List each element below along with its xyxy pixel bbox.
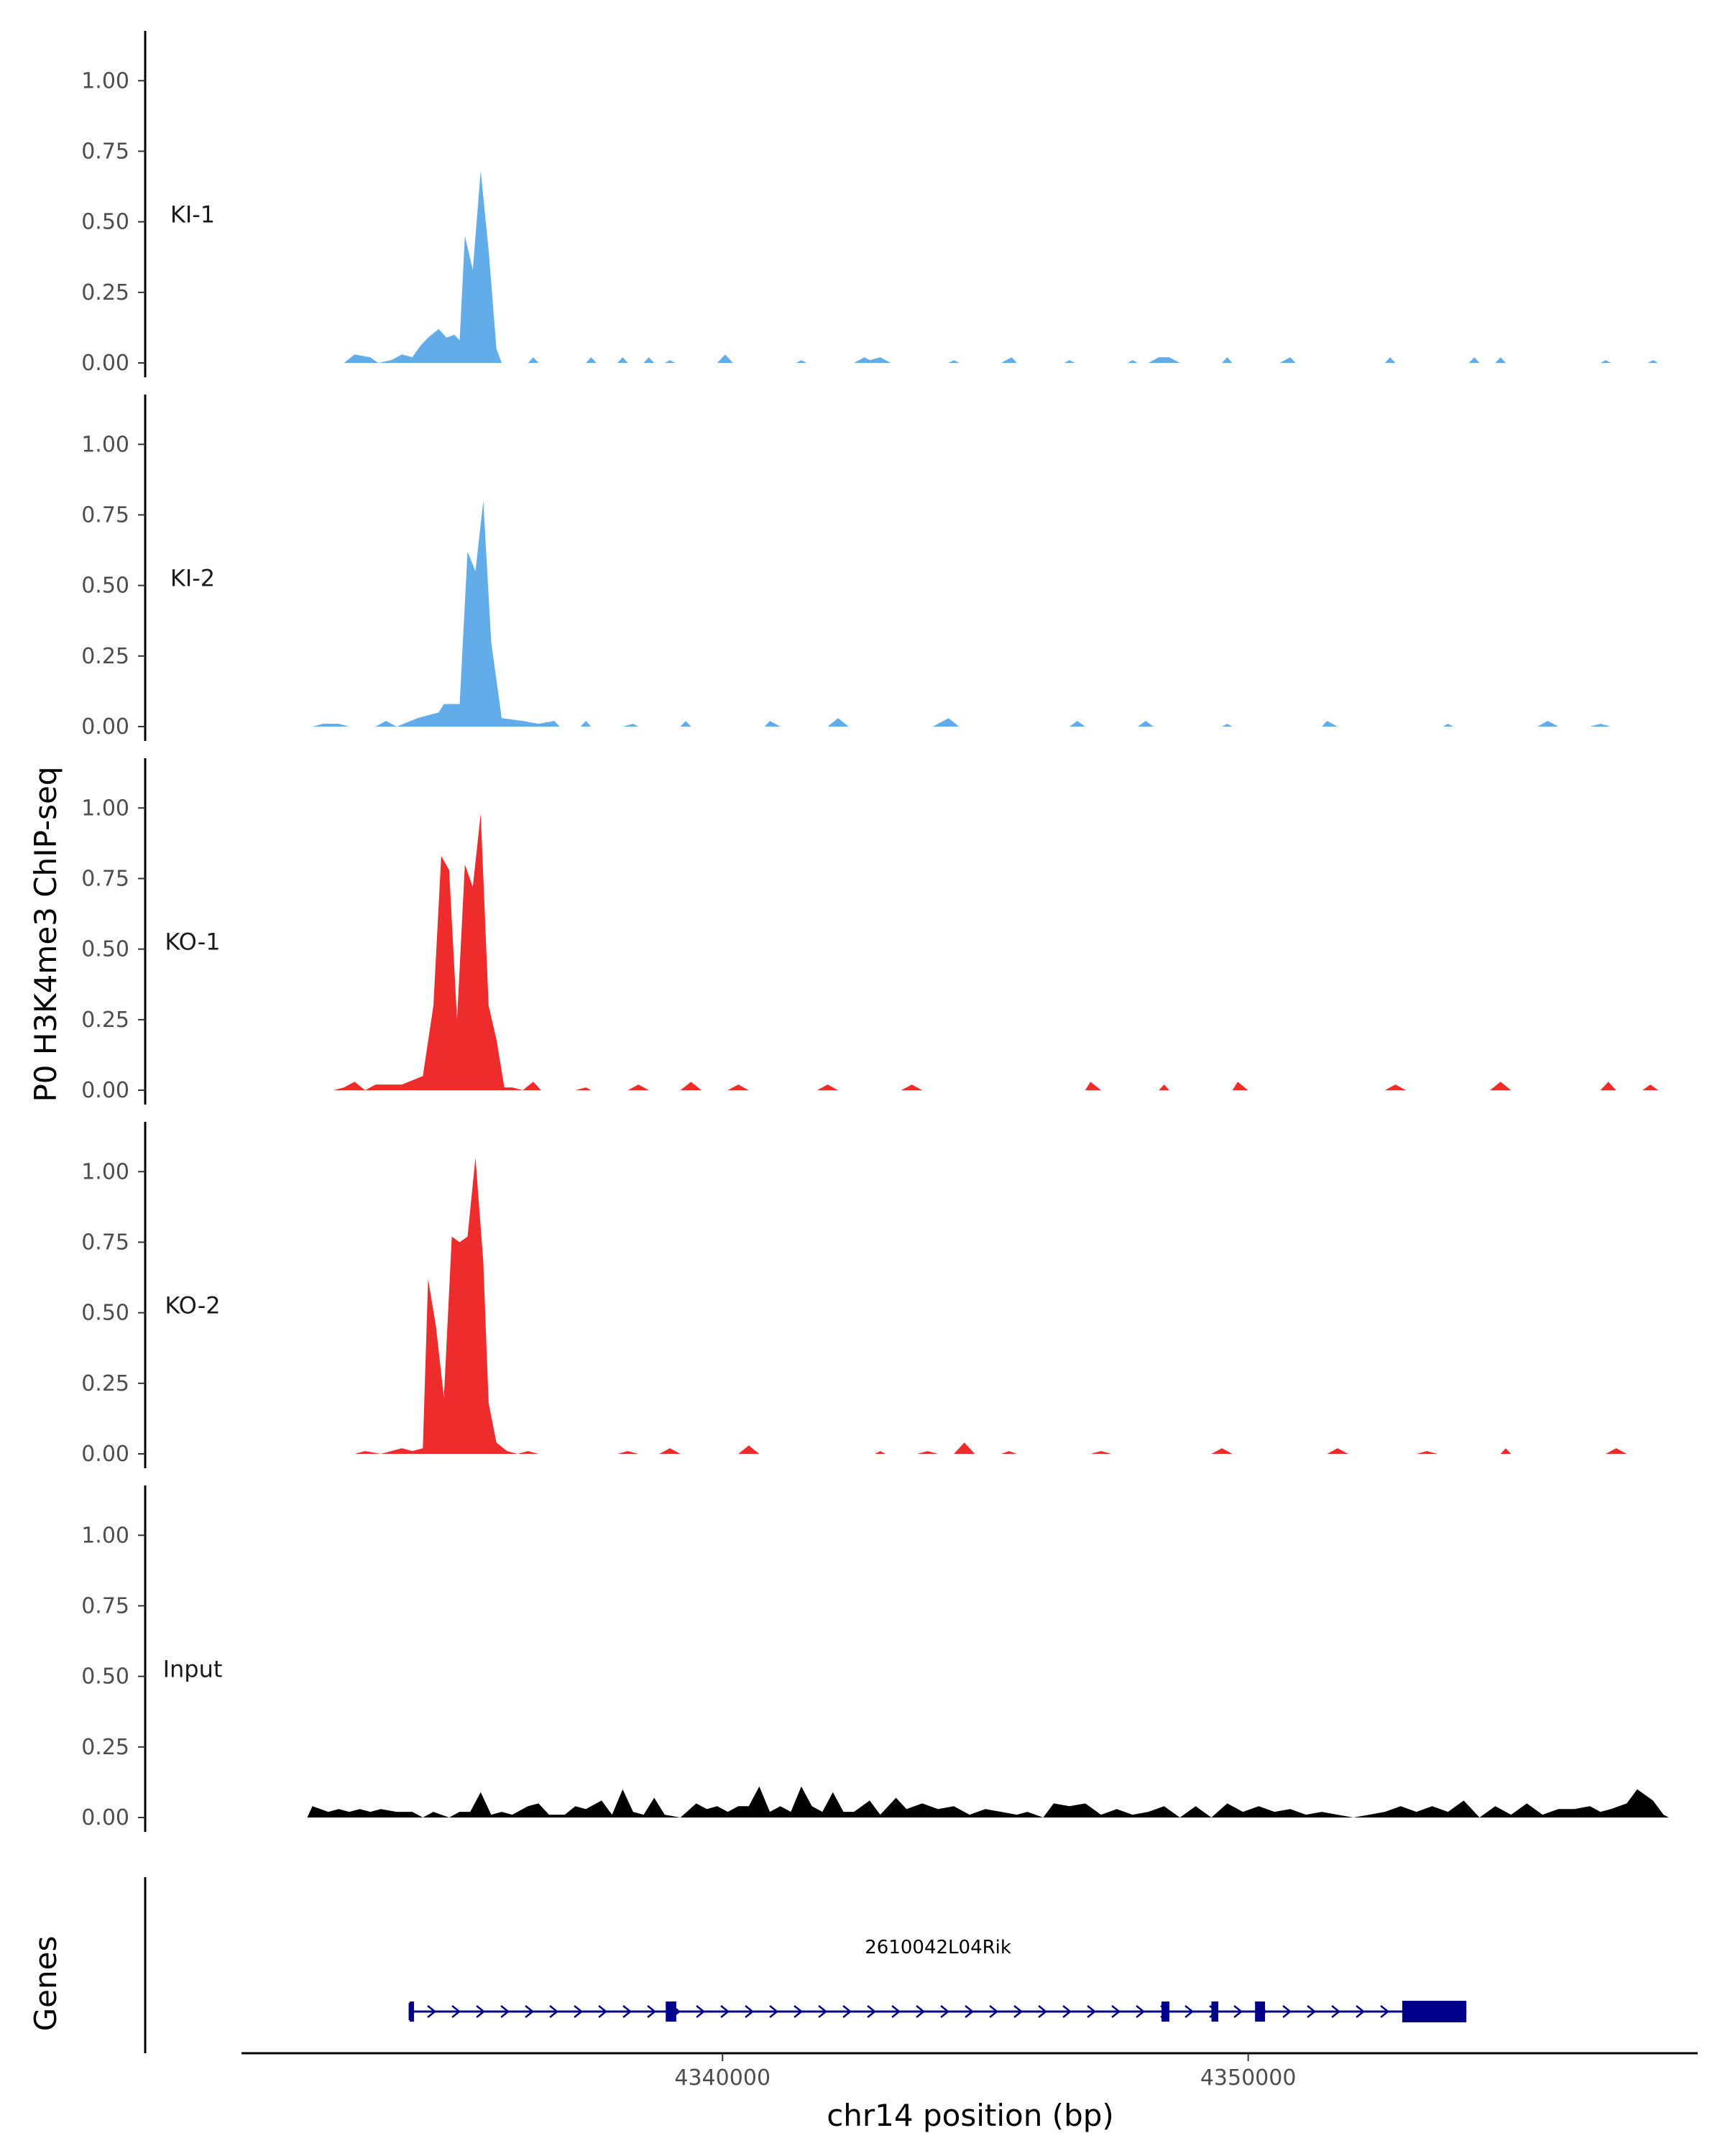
signal-area — [312, 500, 1611, 727]
strand-arrow — [1233, 2005, 1243, 2018]
y-tick-label: 0.50 — [81, 573, 129, 599]
y-tick-label: 0.50 — [81, 937, 129, 962]
strand-arrow — [745, 2005, 755, 2018]
strand-arrow — [720, 2005, 730, 2018]
strand-arrow — [940, 2005, 950, 2018]
y-tick-label: 0.25 — [81, 644, 129, 669]
y-tick-label: 0.75 — [81, 502, 129, 528]
track-label: KI-2 — [170, 565, 215, 592]
x-axis: 4340000 4350000 chr14 position (bp) — [242, 2052, 1698, 2133]
track-panel: 0.00 0.25 0.50 0.75 1.00 Input — [81, 1485, 1669, 1832]
strand-arrow — [818, 2005, 828, 2018]
gene-models: 2610042L04Rik — [408, 1937, 1467, 2022]
strand-arrow — [1356, 2005, 1366, 2018]
track-label: KO-1 — [165, 929, 220, 956]
strand-arrow — [1282, 2005, 1292, 2018]
strand-arrow — [989, 2005, 999, 2018]
y-tick-label: 0.25 — [81, 1735, 129, 1760]
y-tick-label: 0.50 — [81, 210, 129, 235]
strand-arrow — [1111, 2005, 1121, 2018]
signal-area — [354, 1157, 1627, 1454]
y-tick-label: 1.00 — [81, 68, 129, 93]
gene-exon — [1161, 2001, 1169, 2022]
strand-arrow — [549, 2005, 559, 2018]
strand-arrow — [1331, 2005, 1341, 2018]
strand-arrow — [769, 2005, 779, 2018]
y-tick-label: 1.00 — [81, 1523, 129, 1548]
strand-arrow — [965, 2005, 975, 2018]
y-tick-label: 0.25 — [81, 1008, 129, 1033]
gene-name-label: 2610042L04Rik — [865, 1937, 1011, 1958]
y-tick-label: 0.50 — [81, 1301, 129, 1326]
track-label: KO-2 — [165, 1292, 220, 1319]
signal-area — [334, 814, 1659, 1090]
track-panel: 0.00 0.25 0.50 0.75 1.00 KO-2 — [81, 1122, 1627, 1468]
y-tick-label: 1.00 — [81, 796, 129, 821]
strand-arrow — [647, 2005, 657, 2018]
track-panel: 0.00 0.25 0.50 0.75 1.00 KI-2 — [81, 395, 1611, 741]
x-tick-label: 4350000 — [1200, 2065, 1297, 2091]
signal-area — [307, 1786, 1669, 1818]
gene-exon — [666, 2001, 676, 2022]
track-label: Input — [163, 1656, 223, 1683]
track-panel: 0.00 0.25 0.50 0.75 1.00 KO-1 — [81, 758, 1659, 1105]
y-tick-label: 0.00 — [81, 351, 129, 376]
strand-arrow — [574, 2005, 584, 2018]
y-tick-label: 0.75 — [81, 1230, 129, 1255]
strand-arrow — [1038, 2005, 1048, 2018]
strand-arrow — [525, 2005, 535, 2018]
strand-arrow — [696, 2005, 706, 2018]
strand-arrow — [891, 2005, 901, 2018]
strand-arrow — [598, 2005, 608, 2018]
strand-arrow — [451, 2005, 461, 2018]
gene-exon — [410, 2001, 415, 2022]
strand-arrow — [427, 2005, 437, 2018]
gene-exon — [1255, 2001, 1266, 2022]
signal-tracks: 0.00 0.25 0.50 0.75 1.00 KI-1 0.00 0.25 0.50 0.75… — [81, 31, 1669, 1832]
y-tick-label: 0.00 — [81, 1442, 129, 1467]
genes-track-title: Genes — [28, 1936, 63, 2032]
y-tick-label: 1.00 — [81, 432, 129, 457]
strand-arrow — [1062, 2005, 1072, 2018]
x-ticks: 4340000 4350000 — [674, 2053, 1296, 2091]
y-tick-label: 0.25 — [81, 280, 129, 305]
y-axis-title: P0 H3K4me3 ChIP-seq — [28, 766, 63, 1102]
strand-arrow — [1087, 2005, 1097, 2018]
genes-panel: Genes 2610042L04Rik — [28, 1877, 1467, 2053]
strand-arrow — [1380, 2005, 1390, 2018]
y-tick-label: 0.25 — [81, 1371, 129, 1396]
y-tick-label: 0.00 — [81, 1805, 129, 1830]
strand-arrow — [1307, 2005, 1317, 2018]
y-tick-label: 0.75 — [81, 1593, 129, 1618]
x-axis-title: chr14 position (bp) — [827, 2098, 1114, 2133]
strand-arrow — [867, 2005, 877, 2018]
y-tick-label: 0.75 — [81, 866, 129, 891]
track-label: KI-1 — [170, 201, 215, 229]
strand-arrow — [842, 2005, 852, 2018]
y-tick-label: 1.00 — [81, 1159, 129, 1184]
gene-model: 2610042L04Rik — [408, 1937, 1467, 2022]
signal-area — [344, 170, 1659, 363]
x-tick-label: 4340000 — [674, 2065, 770, 2091]
gene-exon — [1211, 2001, 1218, 2022]
gene-exon — [1402, 2001, 1467, 2022]
strand-arrow — [476, 2005, 486, 2018]
y-tick-label: 0.75 — [81, 139, 129, 164]
y-tick-label: 0.50 — [81, 1664, 129, 1690]
y-tick-label: 0.00 — [81, 714, 129, 740]
strand-arrow — [1184, 2005, 1195, 2018]
strand-arrow — [1013, 2005, 1024, 2018]
strand-arrow — [1136, 2005, 1146, 2018]
track-panel: 0.00 0.25 0.50 0.75 1.00 KI-1 — [81, 31, 1659, 377]
strand-arrow — [916, 2005, 926, 2018]
y-tick-label: 0.00 — [81, 1078, 129, 1103]
strand-arrow — [500, 2005, 510, 2018]
strand-arrow — [622, 2005, 632, 2018]
strand-arrow — [794, 2005, 804, 2018]
